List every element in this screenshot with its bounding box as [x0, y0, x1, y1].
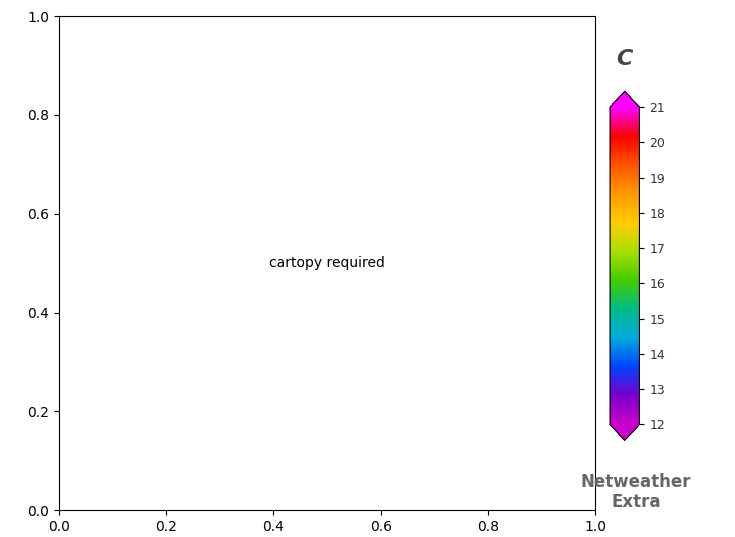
Text: Netweather
Extra: Netweather Extra: [581, 473, 691, 511]
PathPatch shape: [610, 424, 639, 440]
Text: C: C: [617, 49, 633, 69]
Text: cartopy required: cartopy required: [269, 256, 385, 270]
PathPatch shape: [610, 91, 639, 107]
